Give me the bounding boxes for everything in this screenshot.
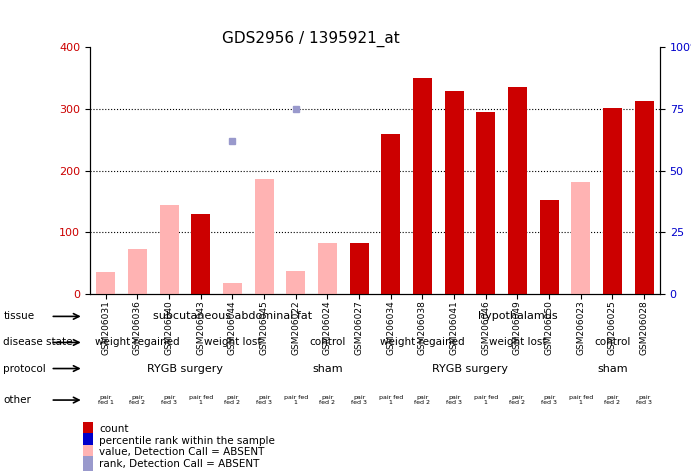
Text: weight lost: weight lost — [489, 337, 546, 347]
Text: pair fed
1: pair fed 1 — [379, 395, 403, 405]
Text: pair
fed 2: pair fed 2 — [415, 395, 430, 405]
Text: pair
fed 3: pair fed 3 — [541, 395, 557, 405]
Text: pair fed
1: pair fed 1 — [569, 395, 593, 405]
Bar — [381, 134, 400, 294]
Text: pair
fed 3: pair fed 3 — [256, 395, 272, 405]
Text: other: other — [3, 395, 31, 405]
Text: sham: sham — [597, 364, 627, 374]
Bar — [128, 249, 146, 294]
Text: pair
fed 3: pair fed 3 — [351, 395, 367, 405]
Bar — [571, 182, 590, 294]
Bar — [603, 108, 622, 294]
Text: percentile rank within the sample: percentile rank within the sample — [100, 436, 275, 446]
Text: value, Detection Call = ABSENT: value, Detection Call = ABSENT — [100, 447, 265, 457]
Bar — [191, 214, 210, 294]
Text: pair
fed 2: pair fed 2 — [129, 395, 145, 405]
Text: rank, Detection Call = ABSENT: rank, Detection Call = ABSENT — [100, 458, 260, 469]
Bar — [96, 272, 115, 294]
Text: subcutaneous abdominal fat: subcutaneous abdominal fat — [153, 311, 312, 321]
Text: count: count — [100, 424, 129, 434]
Bar — [83, 422, 93, 437]
Bar — [286, 271, 305, 294]
Bar — [83, 445, 93, 459]
Text: sham: sham — [312, 364, 343, 374]
Text: pair
fed 1: pair fed 1 — [97, 395, 113, 405]
Bar — [350, 243, 368, 294]
Text: pair fed
1: pair fed 1 — [189, 395, 213, 405]
Text: pair
fed 2: pair fed 2 — [225, 395, 240, 405]
Bar — [83, 456, 93, 471]
Bar — [318, 243, 337, 294]
Text: pair
fed 3: pair fed 3 — [636, 395, 652, 405]
Bar — [413, 78, 432, 294]
Text: weight regained: weight regained — [95, 337, 180, 347]
Text: RYGB surgery: RYGB surgery — [147, 364, 223, 374]
Text: control: control — [309, 337, 346, 347]
Text: pair
fed 2: pair fed 2 — [319, 395, 335, 405]
Text: pair fed
1: pair fed 1 — [283, 395, 307, 405]
Text: RYGB surgery: RYGB surgery — [432, 364, 508, 374]
Bar — [83, 433, 93, 448]
Text: pair
fed 3: pair fed 3 — [161, 395, 177, 405]
Bar — [508, 87, 527, 294]
Text: GDS2956 / 1395921_at: GDS2956 / 1395921_at — [222, 31, 400, 47]
Text: tissue: tissue — [3, 311, 35, 321]
Text: weight lost: weight lost — [204, 337, 261, 347]
Text: control: control — [594, 337, 631, 347]
Text: pair
fed 2: pair fed 2 — [509, 395, 525, 405]
Bar — [444, 91, 464, 294]
Bar — [634, 101, 654, 294]
Text: protocol: protocol — [3, 364, 46, 374]
Text: pair
fed 2: pair fed 2 — [605, 395, 621, 405]
Bar — [160, 205, 178, 294]
Text: pair fed
1: pair fed 1 — [473, 395, 498, 405]
Bar — [476, 112, 495, 294]
Bar — [223, 283, 242, 294]
Bar — [254, 179, 274, 294]
Text: pair
fed 3: pair fed 3 — [446, 395, 462, 405]
Text: disease state: disease state — [3, 337, 73, 347]
Text: hypothalamus: hypothalamus — [477, 311, 557, 321]
Text: weight regained: weight regained — [380, 337, 464, 347]
Bar — [540, 200, 558, 294]
